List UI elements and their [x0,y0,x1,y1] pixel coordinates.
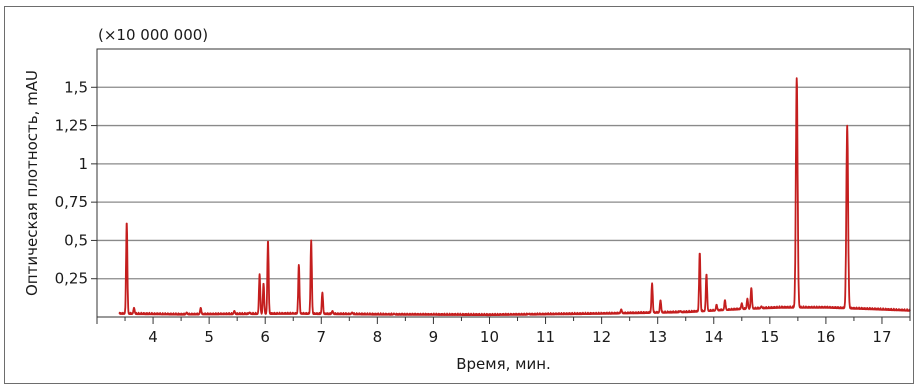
y-tick-label: 0,25 [55,270,88,288]
x-tick-label: 4 [148,328,158,346]
x-tick-label: 15 [760,328,779,346]
x-tick-label: 14 [704,328,723,346]
y-axis-title: Оптическая плотность, mAU [23,70,41,296]
x-tick-label: 17 [872,328,891,346]
x-tick-label: 6 [260,328,270,346]
line-layer [118,77,911,317]
y-tick-label: 1,5 [64,78,88,96]
x-tick-label: 7 [317,328,327,346]
y-tick-label: 1 [78,155,88,173]
plot-area [96,48,911,318]
tick-layer: 0,25 0,5 0,75 1 1,25 1,5 4 5 6 7 8 9 10 11 12 13 14 15 16 1… [55,78,911,346]
x-tick-label: 9 [429,328,439,346]
chart-frame: 0,25 0,5 0,75 1 1,25 1,5 4 5 6 7 8 9 10 11 12 13 14 15 16 1… [4,6,914,384]
chromatogram-chart: 0,25 0,5 0,75 1 1,25 1,5 4 5 6 7 8 9 10 11 12 13 14 15 16 1… [23,26,911,373]
x-tick-label: 11 [536,328,555,346]
x-tick-label: 10 [480,328,499,346]
grid-layer [97,86,910,280]
y-tick-label: 0,5 [64,231,88,249]
x-tick-label: 12 [592,328,611,346]
x-tick-label: 5 [204,328,214,346]
x-tick-label: 13 [648,328,667,346]
y-tick-label: 0,75 [55,193,88,211]
x-axis-title: Время, мин. [456,355,551,373]
chromatogram-line [118,77,911,317]
y-tick-label: 1,25 [55,117,88,135]
x-tick-label: 8 [373,328,383,346]
x-tick-label: 16 [816,328,835,346]
y-multiplier-label: (×10 000 000) [98,26,208,44]
